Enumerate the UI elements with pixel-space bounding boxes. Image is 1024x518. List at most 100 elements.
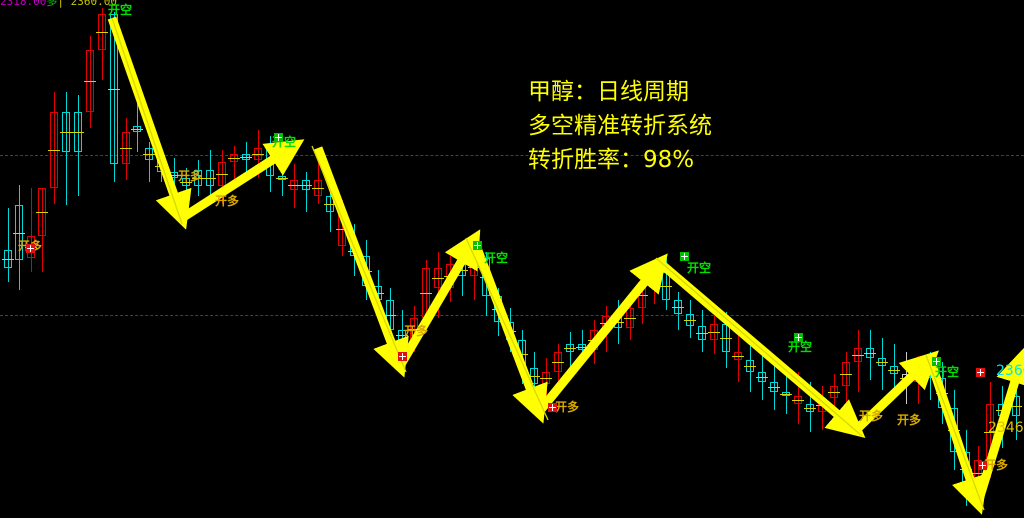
candle-midline [660, 286, 672, 287]
header-segment-2: | 2360.00 [57, 0, 117, 8]
candle-midline [756, 377, 768, 378]
candle-midline [888, 370, 900, 371]
candle-midline [516, 354, 528, 355]
candle-midline [264, 162, 276, 163]
candle-midline [804, 408, 816, 409]
candle-midline [216, 174, 228, 175]
signal-label-short: 开空 [935, 365, 960, 379]
candle-midline [372, 293, 384, 294]
signal-marker-green [680, 252, 689, 261]
candle-midline [744, 366, 756, 367]
candle-midline [600, 323, 612, 324]
candle-midline [155, 166, 167, 167]
candle-midline [252, 154, 264, 155]
title-line-1: 甲醇：日线周期 [528, 79, 689, 105]
candle-wick [137, 92, 138, 152]
signal-marker-red [398, 352, 407, 361]
candle-midline [444, 276, 456, 277]
candle-midline [696, 333, 708, 334]
candle-midline [768, 387, 780, 388]
candle-midline [360, 271, 372, 272]
signal-marker-red [978, 461, 987, 470]
candle-midline [60, 132, 72, 133]
candle-midline [348, 251, 360, 252]
chart-header-strip: 2318.00 多 | 2360.00 [0, 0, 117, 10]
candle-midline [204, 178, 216, 179]
signal-label-long: 开多 [897, 413, 922, 427]
candle-wick [654, 264, 655, 304]
header-segment-0: 2318.00 [0, 0, 47, 8]
candle-midline [131, 129, 143, 130]
candle-midline [792, 400, 804, 401]
candle-midline [588, 340, 600, 341]
candle-midline [960, 469, 972, 470]
candle-midline [684, 320, 696, 321]
candle-midline [780, 394, 792, 395]
candle-midline [13, 233, 25, 234]
candle-wick [78, 95, 79, 196]
signal-label-long: 开多 [178, 169, 203, 183]
candle-wick [234, 146, 235, 180]
signal-label-short: 开空 [687, 261, 712, 275]
candle-wick [66, 92, 67, 205]
signal-label-long: 开多 [984, 458, 1009, 472]
signal-marker-green [274, 133, 283, 142]
candle-midline [1010, 406, 1022, 407]
signal-marker-green [794, 333, 803, 342]
page-title: 甲醇：日线周期 多空精准转折系统 转折胜率：98% [528, 75, 712, 177]
signal-label-short: 开空 [484, 251, 509, 265]
candle-midline [276, 178, 288, 179]
candle-midline [636, 295, 648, 296]
signal-label-short: 开空 [108, 3, 133, 17]
candle-wick [570, 332, 571, 376]
trend-guide-line [655, 257, 863, 437]
candle-midline [2, 259, 14, 260]
signal-marker-green [473, 241, 482, 250]
candle-wick [870, 330, 871, 380]
candle-midline [108, 89, 120, 90]
signal-label-long: 开多 [404, 324, 429, 338]
candle-midline [456, 270, 468, 271]
candle-midline [876, 362, 888, 363]
candle-midline [852, 355, 864, 356]
signal-label-long: 开多 [859, 409, 884, 423]
candle-midline [384, 315, 396, 316]
candle-midline [864, 353, 876, 354]
candle-midline [648, 277, 660, 278]
candle-midline [468, 267, 480, 268]
candle-wick [19, 185, 20, 290]
title-line-2: 多空精准转折系统 [528, 113, 712, 139]
candle-midline [720, 338, 732, 339]
candle-midline [672, 307, 684, 308]
candle-body [15, 205, 23, 260]
candle-midline [36, 212, 48, 213]
candle-midline [828, 392, 840, 393]
candle-midline [72, 132, 84, 133]
candle-midline [540, 378, 552, 379]
candle-midline [480, 277, 492, 278]
signal-label-long: 开多 [215, 194, 240, 208]
signal-marker-green [932, 357, 941, 366]
candle-midline [732, 356, 744, 357]
candle-wick [8, 208, 9, 282]
candle-midline [420, 293, 432, 294]
candle-midline [996, 410, 1008, 411]
candle-midline [564, 348, 576, 349]
candle-midline [948, 430, 960, 431]
signal-marker-red [976, 368, 985, 377]
candle-midline [528, 376, 540, 377]
candle-wick [1002, 386, 1003, 448]
candle-wick [42, 188, 43, 272]
candle-wick [294, 164, 295, 208]
price-tag-cost-price: 2346.0 [988, 420, 1024, 436]
signal-marker-red [26, 244, 35, 253]
arrow-down-1 [107, 16, 192, 230]
trend-guide-line [311, 145, 407, 373]
candle-midline [552, 362, 564, 363]
title-line-3: 转折胜率：98% [528, 147, 695, 173]
candle-wick [54, 92, 55, 204]
header-segment-1: 多 [46, 0, 58, 8]
candle-midline [612, 322, 624, 323]
